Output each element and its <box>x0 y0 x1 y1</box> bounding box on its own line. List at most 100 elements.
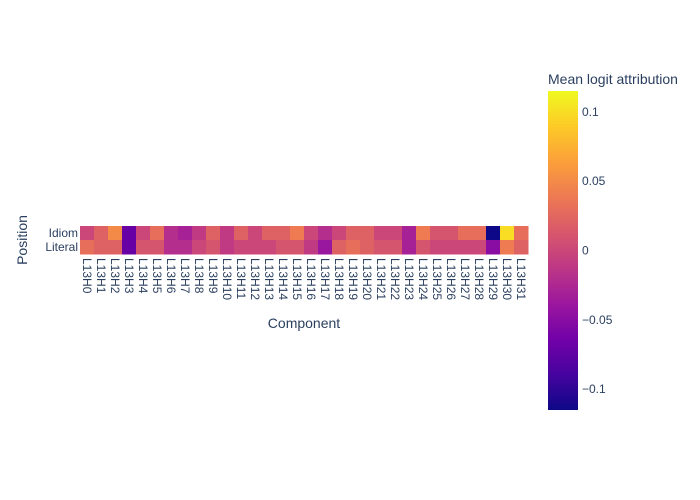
x-tick-label: L13H22 <box>388 258 402 300</box>
heatmap-cell <box>374 240 389 255</box>
heatmap-cell <box>360 226 375 241</box>
heatmap-cell <box>108 240 123 255</box>
x-tick-label: L13H29 <box>486 258 500 300</box>
x-tick-label: L13H8 <box>192 258 206 294</box>
heatmap-cell <box>388 226 403 241</box>
y-tick-label: Literal <box>45 240 78 254</box>
x-tick-labels: L13H0 L13H1 L13H2 L13H3 L13H4 L13H5 L13H6 L13H7… <box>80 258 528 300</box>
heatmap-cell <box>136 226 151 241</box>
x-tick-label: L13H13 <box>262 258 276 300</box>
heatmap-cell <box>500 240 515 255</box>
y-axis-title: Position <box>14 215 30 265</box>
heatmap-cell <box>416 240 431 255</box>
heatmap-cell <box>234 226 249 241</box>
heatmap-cell <box>332 226 347 241</box>
y-tick-label: Idiom <box>49 226 78 240</box>
heatmap-cell <box>178 240 193 255</box>
heatmap-cell <box>234 240 249 255</box>
heatmap-cell <box>304 226 319 241</box>
x-tick-label: L13H30 <box>500 258 514 300</box>
heatmap-cell <box>290 240 305 255</box>
heatmap-cell <box>150 226 165 241</box>
heatmap-cell <box>500 226 515 241</box>
x-tick-label: L13H10 <box>220 258 234 300</box>
x-tick-label: L13H5 <box>150 258 164 294</box>
colorbar-gradient <box>548 91 578 410</box>
heatmap-cell <box>290 226 305 241</box>
x-tick-label: L13H12 <box>248 258 262 300</box>
colorbar-title: Mean logit attribution <box>548 71 678 87</box>
x-axis-title: Component <box>268 315 340 331</box>
heatmap-cell <box>276 226 291 241</box>
heatmap-cell <box>318 226 333 241</box>
x-tick-label: L13H23 <box>402 258 416 300</box>
heatmap-cell <box>108 226 123 241</box>
heatmap-cell <box>192 226 207 241</box>
heatmap-cells <box>80 226 529 255</box>
x-tick-label: L13H2 <box>108 258 122 294</box>
heatmap-cell <box>514 226 529 241</box>
x-tick-label: L13H4 <box>136 258 150 294</box>
heatmap-cell <box>346 240 361 255</box>
x-tick-label: L13H21 <box>374 258 388 300</box>
colorbar-tick-label: 0.1 <box>582 105 599 119</box>
colorbar-ticks: 0.1 0.05 0 −0.05 −0.1 <box>582 105 613 396</box>
colorbar-tick-label: −0.05 <box>582 313 613 327</box>
x-tick-label: L13H16 <box>304 258 318 300</box>
heatmap-cell <box>192 240 207 255</box>
heatmap-cell <box>304 240 319 255</box>
heatmap-cell <box>472 240 487 255</box>
heatmap-cell <box>318 240 333 255</box>
x-tick-label: L13H9 <box>206 258 220 294</box>
x-tick-label: L13H26 <box>444 258 458 300</box>
heatmap-cell <box>136 240 151 255</box>
heatmap-cell <box>430 226 445 241</box>
x-tick-label: L13H14 <box>276 258 290 300</box>
heatmap-cell <box>262 240 277 255</box>
heatmap-cell <box>458 226 473 241</box>
heatmap-cell <box>388 240 403 255</box>
x-tick-label: L13H15 <box>290 258 304 300</box>
heatmap-cell <box>220 240 235 255</box>
heatmap-cell <box>514 240 529 255</box>
heatmap-cell <box>360 240 375 255</box>
heatmap-cell <box>262 226 277 241</box>
x-tick-label: L13H28 <box>472 258 486 300</box>
heatmap-cell <box>402 226 417 241</box>
heatmap-cell <box>94 240 109 255</box>
heatmap-cell <box>458 240 473 255</box>
colorbar-tick-label: 0.05 <box>582 174 606 188</box>
x-tick-label: L13H6 <box>164 258 178 294</box>
heatmap-cell <box>94 226 109 241</box>
heatmap-cell <box>472 226 487 241</box>
x-tick-label: L13H25 <box>430 258 444 300</box>
x-tick-label: L13H0 <box>80 258 94 294</box>
x-tick-label: L13H11 <box>234 258 248 299</box>
colorbar: Mean logit attribution 0.1 0.05 0 −0.05 −0.1 <box>548 71 678 410</box>
heatmap-cell <box>444 240 459 255</box>
x-tick-label: L13H3 <box>122 258 136 294</box>
heatmap-cell <box>248 240 263 255</box>
heatmap-cell <box>178 226 193 241</box>
x-tick-label: L13H1 <box>94 258 108 294</box>
x-tick-label: L13H20 <box>360 258 374 300</box>
x-tick-label: L13H18 <box>332 258 346 300</box>
x-tick-label: L13H24 <box>416 258 430 300</box>
heatmap-cell <box>150 240 165 255</box>
heatmap-cell <box>80 226 95 241</box>
heatmap-cell <box>220 226 235 241</box>
heatmap-cell <box>206 226 221 241</box>
heatmap-cell <box>402 240 417 255</box>
x-tick-label: L13H19 <box>346 258 360 300</box>
heatmap-cell <box>374 226 389 241</box>
heatmap-cell <box>248 226 263 241</box>
heatmap-cell <box>276 240 291 255</box>
heatmap-cell <box>444 226 459 241</box>
heatmap-cell <box>206 240 221 255</box>
heatmap-cell <box>122 240 137 255</box>
heatmap-cell <box>122 226 137 241</box>
heatmap-cell <box>80 240 95 255</box>
heatmap-cell <box>346 226 361 241</box>
